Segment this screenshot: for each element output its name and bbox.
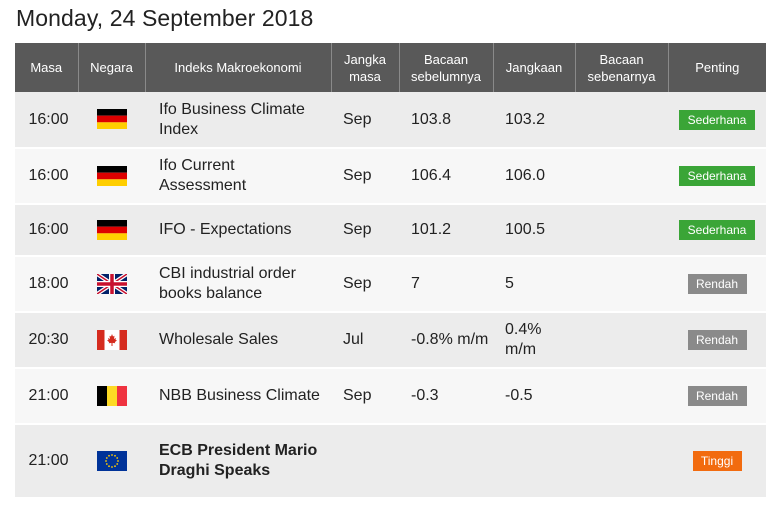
column-header-country[interactable]: Negara bbox=[78, 43, 146, 92]
column-header-period[interactable]: Jangka masa bbox=[331, 43, 400, 92]
importance-badge: Sederhana bbox=[679, 166, 755, 186]
row-indicator[interactable]: Ifo Business Climate Index bbox=[145, 92, 331, 149]
column-header-importance[interactable]: Penting bbox=[668, 43, 766, 92]
column-header-previous[interactable]: Bacaan sebelumnya bbox=[399, 43, 494, 92]
column-header-time[interactable]: Masa bbox=[15, 43, 79, 92]
row-forecast: 0.4% m/m bbox=[493, 312, 575, 369]
row-period bbox=[331, 424, 399, 499]
row-forecast bbox=[493, 424, 575, 499]
row-previous: -0.3 bbox=[399, 368, 493, 425]
row-indicator[interactable]: ECB President Mario Draghi Speaks bbox=[145, 424, 331, 499]
row-forecast: -0.5 bbox=[493, 368, 575, 425]
table-header-row: Masa Negara Indeks Makroekonomi Jangka m… bbox=[15, 43, 766, 92]
table-row[interactable]: 18:00 CBI industrial order books balance… bbox=[15, 256, 766, 313]
row-time: 16:00 bbox=[15, 204, 78, 257]
row-time: 16:00 bbox=[15, 148, 78, 205]
row-period: Sep bbox=[331, 368, 399, 425]
importance-badge: Rendah bbox=[687, 330, 747, 350]
row-time: 21:00 bbox=[15, 424, 78, 499]
economic-calendar-table: Masa Negara Indeks Makroekonomi Jangka m… bbox=[15, 43, 766, 499]
row-previous: -0.8% m/m bbox=[399, 312, 493, 369]
row-period: Sep bbox=[331, 92, 399, 149]
importance-badge: Tinggi bbox=[692, 451, 742, 471]
row-previous: 7 bbox=[399, 256, 493, 313]
belgium-flag-icon bbox=[96, 385, 127, 406]
row-actual bbox=[575, 204, 668, 257]
importance-badge: Sederhana bbox=[679, 109, 755, 130]
importance-badge: Sederhana bbox=[679, 220, 755, 240]
row-actual bbox=[575, 92, 668, 149]
row-indicator[interactable]: IFO - Expectations bbox=[145, 204, 331, 257]
germany-flag-icon bbox=[96, 165, 127, 186]
row-previous: 106.4 bbox=[399, 148, 493, 205]
row-time: 20:30 bbox=[15, 312, 78, 369]
row-previous bbox=[399, 424, 493, 499]
table-row[interactable]: 16:00 IFO - Expectations Sep 101.2 100.5… bbox=[15, 204, 766, 257]
row-time: 18:00 bbox=[15, 256, 78, 313]
row-period: Sep bbox=[331, 256, 399, 313]
column-header-indicator[interactable]: Indeks Makroekonomi bbox=[145, 43, 332, 92]
column-header-actual[interactable]: Bacaan sebenarnya bbox=[575, 43, 669, 92]
row-forecast: 100.5 bbox=[493, 204, 575, 257]
table-row[interactable]: 16:00 Ifo Business Climate Index Sep 103… bbox=[15, 92, 766, 149]
row-period: Jul bbox=[331, 312, 399, 369]
row-indicator[interactable]: Wholesale Sales bbox=[145, 312, 331, 369]
row-previous: 103.8 bbox=[399, 92, 493, 149]
row-actual bbox=[575, 256, 668, 313]
row-indicator[interactable]: NBB Business Climate bbox=[145, 368, 331, 425]
column-header-forecast[interactable]: Jangkaan bbox=[493, 43, 576, 92]
table-row[interactable]: 21:00 NBB Business Climate Sep -0.3 -0.5… bbox=[15, 368, 766, 425]
row-forecast: 106.0 bbox=[493, 148, 575, 205]
importance-badge: Rendah bbox=[687, 274, 747, 294]
uk-flag-icon bbox=[96, 273, 127, 294]
canada-flag-icon bbox=[96, 329, 127, 350]
row-actual bbox=[575, 148, 668, 205]
importance-badge: Rendah bbox=[687, 386, 747, 406]
germany-flag-icon bbox=[96, 219, 127, 240]
page-title: Monday, 24 September 2018 bbox=[16, 5, 314, 31]
row-time: 16:00 bbox=[15, 92, 78, 149]
row-forecast: 103.2 bbox=[493, 92, 575, 149]
row-forecast: 5 bbox=[493, 256, 575, 313]
row-actual bbox=[575, 312, 668, 369]
germany-flag-icon bbox=[96, 109, 127, 130]
table-row[interactable]: 16:00 Ifo Current Assessment Sep 106.4 1… bbox=[15, 148, 766, 205]
row-time: 21:00 bbox=[15, 368, 78, 425]
row-period: Sep bbox=[331, 148, 399, 205]
row-previous: 101.2 bbox=[399, 204, 493, 257]
row-indicator[interactable]: Ifo Current Assessment bbox=[145, 148, 331, 205]
row-actual bbox=[575, 424, 668, 499]
row-actual bbox=[575, 368, 668, 425]
eu-flag-icon bbox=[96, 450, 127, 471]
table-row[interactable]: 21:00 bbox=[15, 424, 766, 499]
row-period: Sep bbox=[331, 204, 399, 257]
table-row[interactable]: 20:30 Wholesale Sales Jul -0.8% m/m 0.4%… bbox=[15, 312, 766, 369]
row-indicator[interactable]: CBI industrial order books balance bbox=[145, 256, 331, 313]
